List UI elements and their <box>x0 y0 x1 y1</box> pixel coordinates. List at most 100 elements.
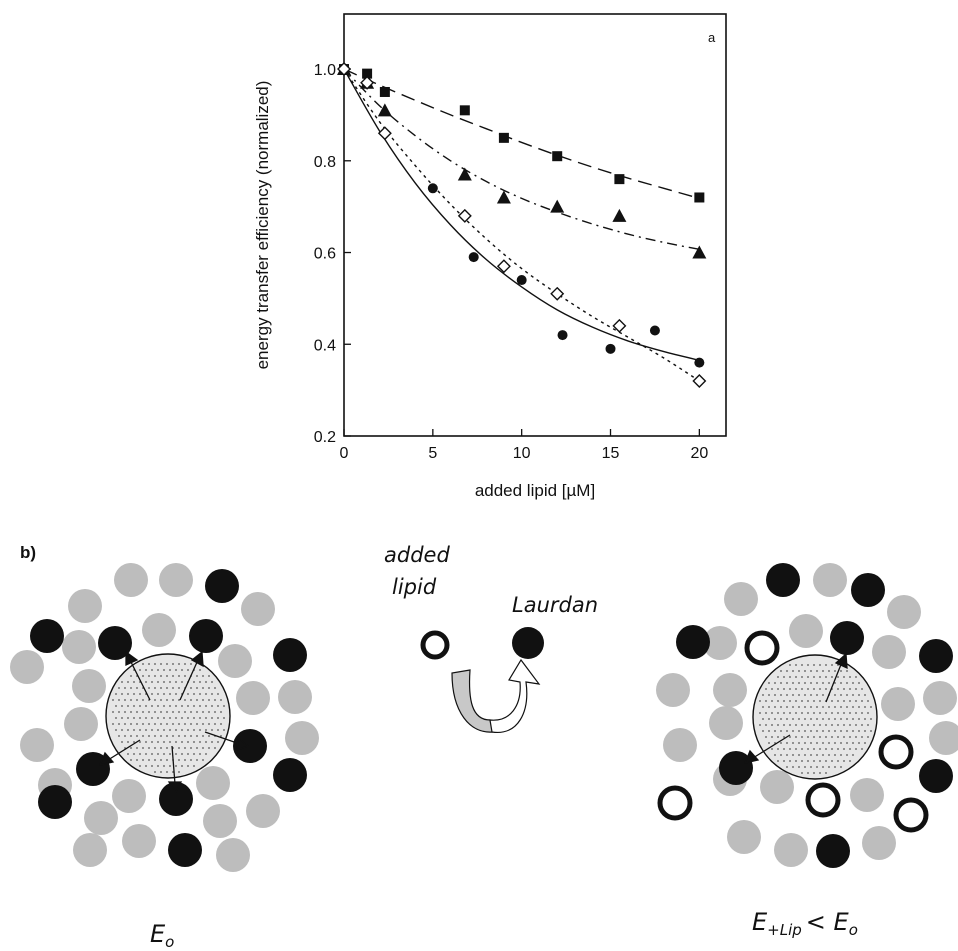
stipple-dot <box>861 688 863 690</box>
lipid-grey <box>114 563 148 597</box>
lipid-grey <box>122 824 156 858</box>
laurdan-molecule <box>919 639 953 673</box>
stipple-dot <box>831 748 833 750</box>
stipple-dot <box>178 687 180 689</box>
stipple-dot <box>834 670 836 672</box>
stipple-dot <box>124 699 126 701</box>
stipple-dot <box>843 760 845 762</box>
stipple-dot <box>172 675 174 677</box>
stipple-dot <box>831 700 833 702</box>
stipple-dot <box>813 748 815 750</box>
stipple-dot <box>142 759 144 761</box>
stipple-dot <box>795 724 797 726</box>
stipple-dot <box>157 729 159 731</box>
stipple-dot <box>801 736 803 738</box>
stipple-dot <box>178 711 180 713</box>
stipple-dot <box>220 723 222 725</box>
stipple-dot <box>771 700 773 702</box>
stipple-dot <box>795 664 797 666</box>
stipple-dot <box>181 717 183 719</box>
stipple-dot <box>190 735 192 737</box>
stipple-dot <box>849 688 851 690</box>
stipple-dot <box>846 706 848 708</box>
left-caption-main: E <box>150 920 166 948</box>
stipple-dot <box>837 688 839 690</box>
data-point-open-diamond <box>550 286 565 301</box>
stipple-dot <box>202 711 204 713</box>
stipple-dot <box>777 700 779 702</box>
data-point-square <box>614 174 625 185</box>
stipple-dot <box>196 675 198 677</box>
stipple-dot <box>783 760 785 762</box>
data-point-square <box>694 192 705 203</box>
right-caption-rel: < E <box>806 908 850 936</box>
stipple-dot <box>843 748 845 750</box>
data-point-triangle <box>377 103 392 117</box>
stipple-dot <box>819 724 821 726</box>
stipple-dot <box>840 742 842 744</box>
stipple-dot <box>154 723 156 725</box>
stipple-dot <box>157 741 159 743</box>
stipple-dot <box>112 711 114 713</box>
transfer-arrow <box>171 745 176 785</box>
stipple-dot <box>777 712 779 714</box>
stipple-dot <box>783 724 785 726</box>
stipple-dot <box>831 664 833 666</box>
data-point-open-diamond <box>360 75 375 90</box>
stipple-dot <box>130 675 132 677</box>
stipple-dot <box>163 765 165 767</box>
added-lipid-molecule <box>893 797 929 833</box>
stipple-dot <box>142 675 144 677</box>
stipple-dot <box>813 664 815 666</box>
stipple-dot <box>193 729 195 731</box>
stipple-dot <box>849 712 851 714</box>
fit-curve-triangle <box>343 68 700 250</box>
stipple-dot <box>798 766 800 768</box>
stipple-dot <box>133 693 135 695</box>
added-lipid-molecule <box>657 785 693 821</box>
stipple-dot <box>825 664 827 666</box>
stipple-dot <box>834 766 836 768</box>
stipple-dot <box>804 718 806 720</box>
stipple-dot <box>825 724 827 726</box>
stipple-dot <box>178 771 180 773</box>
data-point-filled-circle <box>516 275 527 286</box>
stipple-dot <box>807 760 809 762</box>
stipple-dot <box>160 723 162 725</box>
stipple-dot <box>148 759 150 761</box>
stipple-dot <box>771 712 773 714</box>
stipple-dot <box>798 742 800 744</box>
lipid-grey <box>887 595 921 629</box>
stipple-dot <box>807 712 809 714</box>
stipple-dot <box>205 729 207 731</box>
stipple-dot <box>789 688 791 690</box>
stipple-dot <box>855 724 857 726</box>
stipple-dot <box>843 688 845 690</box>
stipple-dot <box>154 747 156 749</box>
stipple-dot <box>759 700 761 702</box>
x-tick-label: 15 <box>602 445 620 462</box>
stipple-dot <box>175 693 177 695</box>
laurdan-molecule <box>98 626 132 660</box>
x-tick-label: 0 <box>340 445 349 462</box>
added-lipid-symbol <box>420 630 450 660</box>
data-point-triangle <box>692 245 707 259</box>
protein-core-left <box>105 653 231 779</box>
stipple-dot <box>852 694 854 696</box>
stipple-dot <box>145 669 147 671</box>
stipple-dot <box>810 718 812 720</box>
stipple-dot <box>765 736 767 738</box>
membrane-cluster-right <box>656 563 958 868</box>
stipple-dot <box>798 706 800 708</box>
stipple-dot <box>822 670 824 672</box>
lipid-grey <box>112 779 146 813</box>
laurdan-molecule <box>189 619 223 653</box>
stipple-dot <box>840 706 842 708</box>
lipid-grey <box>142 613 176 647</box>
stipple-dot <box>130 735 132 737</box>
stipple-dot <box>139 705 141 707</box>
y-tick-label: 0.8 <box>314 154 336 171</box>
stipple-dot <box>786 718 788 720</box>
stipple-dot <box>199 669 201 671</box>
stipple-dot <box>184 711 186 713</box>
